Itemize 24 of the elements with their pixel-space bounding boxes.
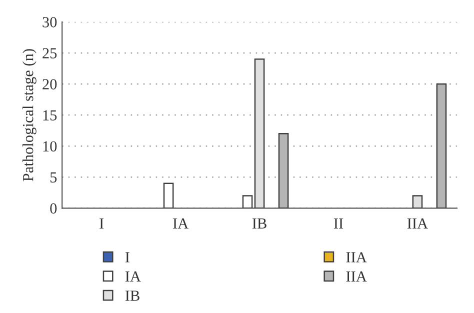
y-tick-label: 30	[42, 17, 57, 28]
y-tick-label: 0	[50, 203, 57, 214]
x-tick-label: IA	[173, 218, 188, 228]
legend-label: IB	[125, 290, 140, 301]
y-tick-label: 20	[42, 79, 57, 90]
bar	[242, 195, 253, 208]
y-tick-label: 25	[42, 48, 57, 58]
bar	[163, 182, 174, 208]
y-tick-label: 5	[50, 172, 57, 183]
legend-label: IIA	[346, 252, 367, 262]
bar	[412, 195, 423, 208]
y-tick-label: 10	[43, 141, 57, 152]
x-tick-label: II	[334, 218, 344, 228]
legend-label: IA	[125, 271, 141, 282]
legend-label: IIA	[346, 271, 367, 282]
y-axis-title: Pathological stage (n)	[22, 49, 36, 182]
x-tick-label: IIA	[407, 218, 428, 228]
y-tick-label: 15	[43, 110, 57, 120]
bar	[278, 133, 289, 208]
x-tick-label: IB	[252, 218, 266, 229]
x-tick-label: I	[100, 218, 104, 228]
bar	[436, 83, 447, 208]
bar	[254, 58, 265, 208]
legend-label: I	[125, 252, 130, 262]
